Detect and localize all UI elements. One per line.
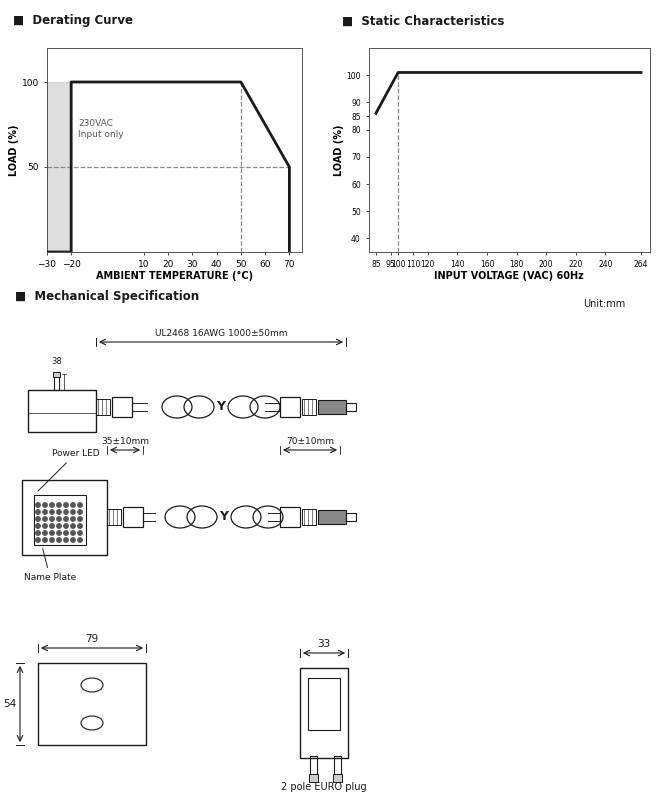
Circle shape	[71, 538, 75, 542]
Bar	[38, 663, 146, 745]
Circle shape	[57, 531, 61, 535]
Circle shape	[43, 524, 47, 528]
Bar	[346, 403, 356, 411]
Circle shape	[78, 517, 82, 522]
Circle shape	[64, 538, 68, 542]
Bar	[334, 756, 341, 776]
Text: ■  Mechanical Specification: ■ Mechanical Specification	[15, 290, 199, 303]
Bar	[308, 678, 340, 730]
Bar	[123, 507, 143, 527]
X-axis label: INPUT VOLTAGE (VAC) 60Hz: INPUT VOLTAGE (VAC) 60Hz	[434, 271, 584, 282]
Circle shape	[78, 524, 82, 528]
Circle shape	[43, 503, 47, 507]
Circle shape	[43, 531, 47, 535]
Bar	[54, 374, 59, 390]
Bar	[28, 390, 96, 432]
Y-axis label: LOAD (%): LOAD (%)	[334, 124, 344, 176]
Bar	[300, 668, 348, 758]
Circle shape	[64, 503, 68, 507]
Circle shape	[71, 524, 75, 528]
Circle shape	[50, 538, 54, 542]
Bar	[302, 509, 316, 525]
Circle shape	[36, 524, 40, 528]
Bar	[53, 372, 60, 377]
Bar	[346, 513, 356, 521]
Bar	[34, 495, 86, 545]
Circle shape	[57, 524, 61, 528]
Text: ■  Derating Curve: ■ Derating Curve	[13, 14, 133, 27]
Text: 79: 79	[85, 634, 98, 644]
Text: 54: 54	[3, 699, 16, 709]
Circle shape	[71, 503, 75, 507]
Circle shape	[43, 517, 47, 522]
Circle shape	[78, 503, 82, 507]
Text: 38: 38	[51, 357, 62, 366]
Bar	[22, 480, 107, 555]
Text: Power LED: Power LED	[38, 449, 100, 491]
Circle shape	[64, 524, 68, 528]
Circle shape	[57, 510, 61, 514]
Circle shape	[64, 510, 68, 514]
Text: Unit:mm: Unit:mm	[583, 299, 625, 309]
Circle shape	[71, 531, 75, 535]
Bar	[280, 397, 300, 417]
Text: Name Plate: Name Plate	[24, 549, 76, 582]
Circle shape	[78, 531, 82, 535]
Text: UL2468 16AWG 1000±50mm: UL2468 16AWG 1000±50mm	[155, 329, 287, 338]
Bar	[112, 397, 132, 417]
Circle shape	[71, 510, 75, 514]
Circle shape	[50, 503, 54, 507]
Circle shape	[36, 517, 40, 522]
Bar	[302, 399, 316, 415]
Circle shape	[43, 510, 47, 514]
Bar	[280, 507, 300, 527]
Circle shape	[36, 510, 40, 514]
Circle shape	[57, 517, 61, 522]
Bar	[318, 400, 346, 414]
Circle shape	[50, 524, 54, 528]
Circle shape	[64, 517, 68, 522]
Text: 2 pole EURO plug: 2 pole EURO plug	[281, 782, 366, 792]
Text: 33: 33	[318, 639, 330, 649]
Bar	[333, 774, 342, 782]
Circle shape	[36, 531, 40, 535]
Text: 230VAC
Input only: 230VAC Input only	[78, 119, 124, 138]
Text: ■  Static Characteristics: ■ Static Characteristics	[342, 14, 505, 27]
Y-axis label: LOAD (%): LOAD (%)	[9, 124, 19, 176]
Text: Y: Y	[216, 399, 226, 413]
Bar	[96, 399, 110, 415]
Circle shape	[50, 517, 54, 522]
Bar	[318, 510, 346, 524]
Text: Y: Y	[220, 510, 228, 522]
Circle shape	[71, 517, 75, 522]
Text: 70±10mm: 70±10mm	[286, 437, 334, 446]
Circle shape	[50, 531, 54, 535]
Circle shape	[36, 503, 40, 507]
Circle shape	[78, 510, 82, 514]
Circle shape	[64, 531, 68, 535]
Circle shape	[50, 510, 54, 514]
Text: 35±10mm: 35±10mm	[101, 437, 149, 446]
Bar	[310, 756, 317, 776]
Bar	[107, 509, 121, 525]
Circle shape	[57, 503, 61, 507]
Circle shape	[43, 538, 47, 542]
Bar	[309, 774, 318, 782]
Circle shape	[57, 538, 61, 542]
X-axis label: AMBIENT TEMPERATURE (°C): AMBIENT TEMPERATURE (°C)	[96, 271, 253, 282]
Circle shape	[36, 538, 40, 542]
Circle shape	[78, 538, 82, 542]
